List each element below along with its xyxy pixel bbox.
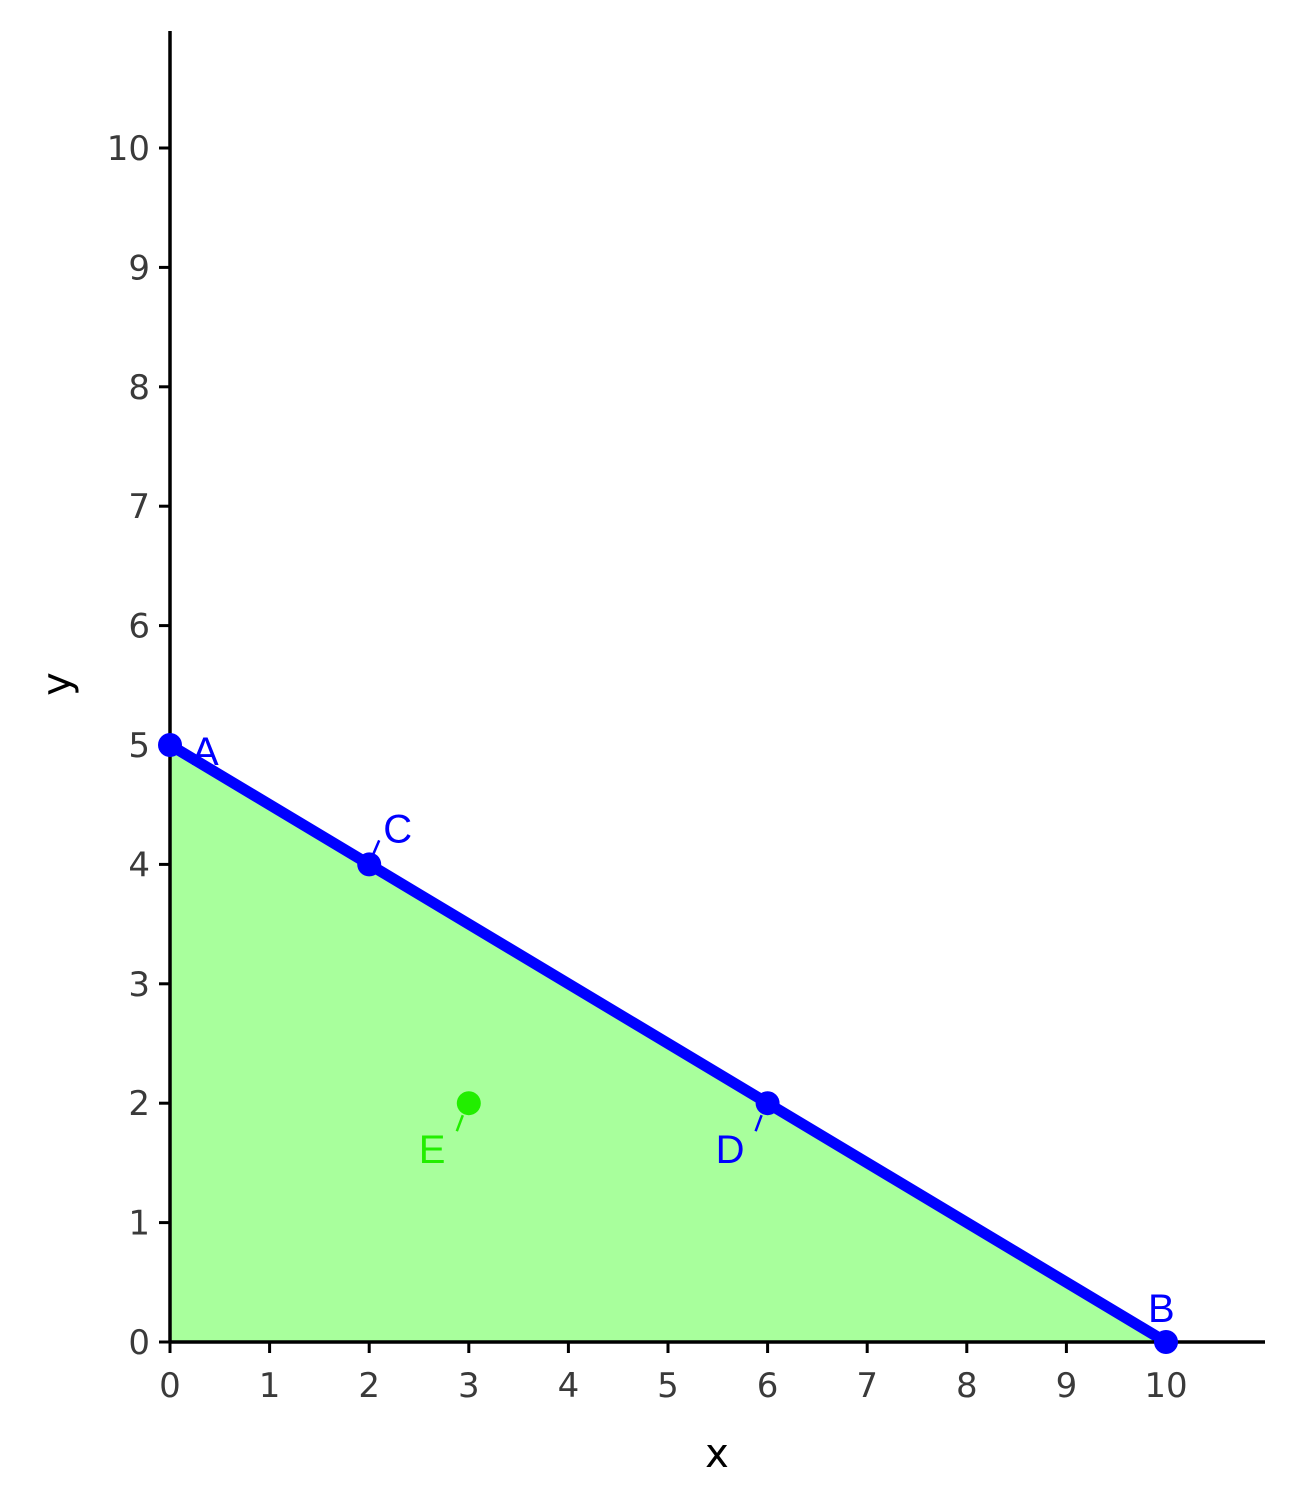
x-tick-label: 3 bbox=[458, 1366, 480, 1406]
y-tick-label: 10 bbox=[107, 129, 150, 169]
point-c bbox=[357, 852, 382, 877]
point-c-leader bbox=[372, 839, 381, 855]
x-axis-title: x bbox=[705, 1431, 729, 1477]
x-tick-label: 2 bbox=[358, 1366, 380, 1406]
x-tick-label: 7 bbox=[856, 1366, 878, 1406]
y-tick-label: 9 bbox=[128, 248, 150, 288]
y-tick-label: 5 bbox=[128, 726, 150, 766]
y-tick-label: 7 bbox=[128, 487, 150, 527]
point-b bbox=[1154, 1330, 1178, 1354]
y-tick-label: 6 bbox=[128, 607, 150, 647]
point-a bbox=[158, 733, 182, 757]
series-line-0 bbox=[167, 740, 1169, 1347]
x-tick-label: 0 bbox=[159, 1366, 181, 1406]
y-tick-label: 0 bbox=[128, 1323, 150, 1363]
point-d-leader bbox=[754, 1114, 763, 1132]
x-tick-label: 1 bbox=[259, 1366, 281, 1406]
point-e-label: E bbox=[419, 1128, 446, 1172]
y-axis-title: y bbox=[34, 672, 80, 696]
ticks: 0 1 2 3 4 5 6 7 8 9 10 0 1 2 3 4 5 6 7 8 9 10 bbox=[107, 129, 1188, 1406]
point-e bbox=[456, 1091, 481, 1116]
points: A C D B E bbox=[158, 730, 1178, 1354]
x-tick-label: 9 bbox=[1056, 1366, 1078, 1406]
axes bbox=[168, 31, 1265, 1344]
y-tick-label: 8 bbox=[128, 368, 150, 408]
point-b-label: B bbox=[1148, 1287, 1175, 1331]
y-tick-label: 1 bbox=[128, 1204, 150, 1244]
point-e-leader bbox=[455, 1114, 464, 1132]
x-tick-label: 6 bbox=[757, 1366, 779, 1406]
x-tick-label: 4 bbox=[558, 1366, 580, 1406]
point-c-label: C bbox=[383, 807, 412, 851]
y-tick-label: 3 bbox=[128, 965, 150, 1005]
x-tick-label: 8 bbox=[956, 1366, 978, 1406]
point-a-label: A bbox=[192, 730, 219, 774]
x-tick-label: 10 bbox=[1144, 1366, 1187, 1406]
x-tick-label: 5 bbox=[657, 1366, 679, 1406]
point-d bbox=[755, 1091, 780, 1116]
point-d-label: D bbox=[716, 1128, 745, 1172]
budget-line-layer bbox=[167, 740, 1169, 1347]
y-tick-label: 2 bbox=[128, 1084, 150, 1124]
y-tick-label: 4 bbox=[128, 845, 150, 885]
